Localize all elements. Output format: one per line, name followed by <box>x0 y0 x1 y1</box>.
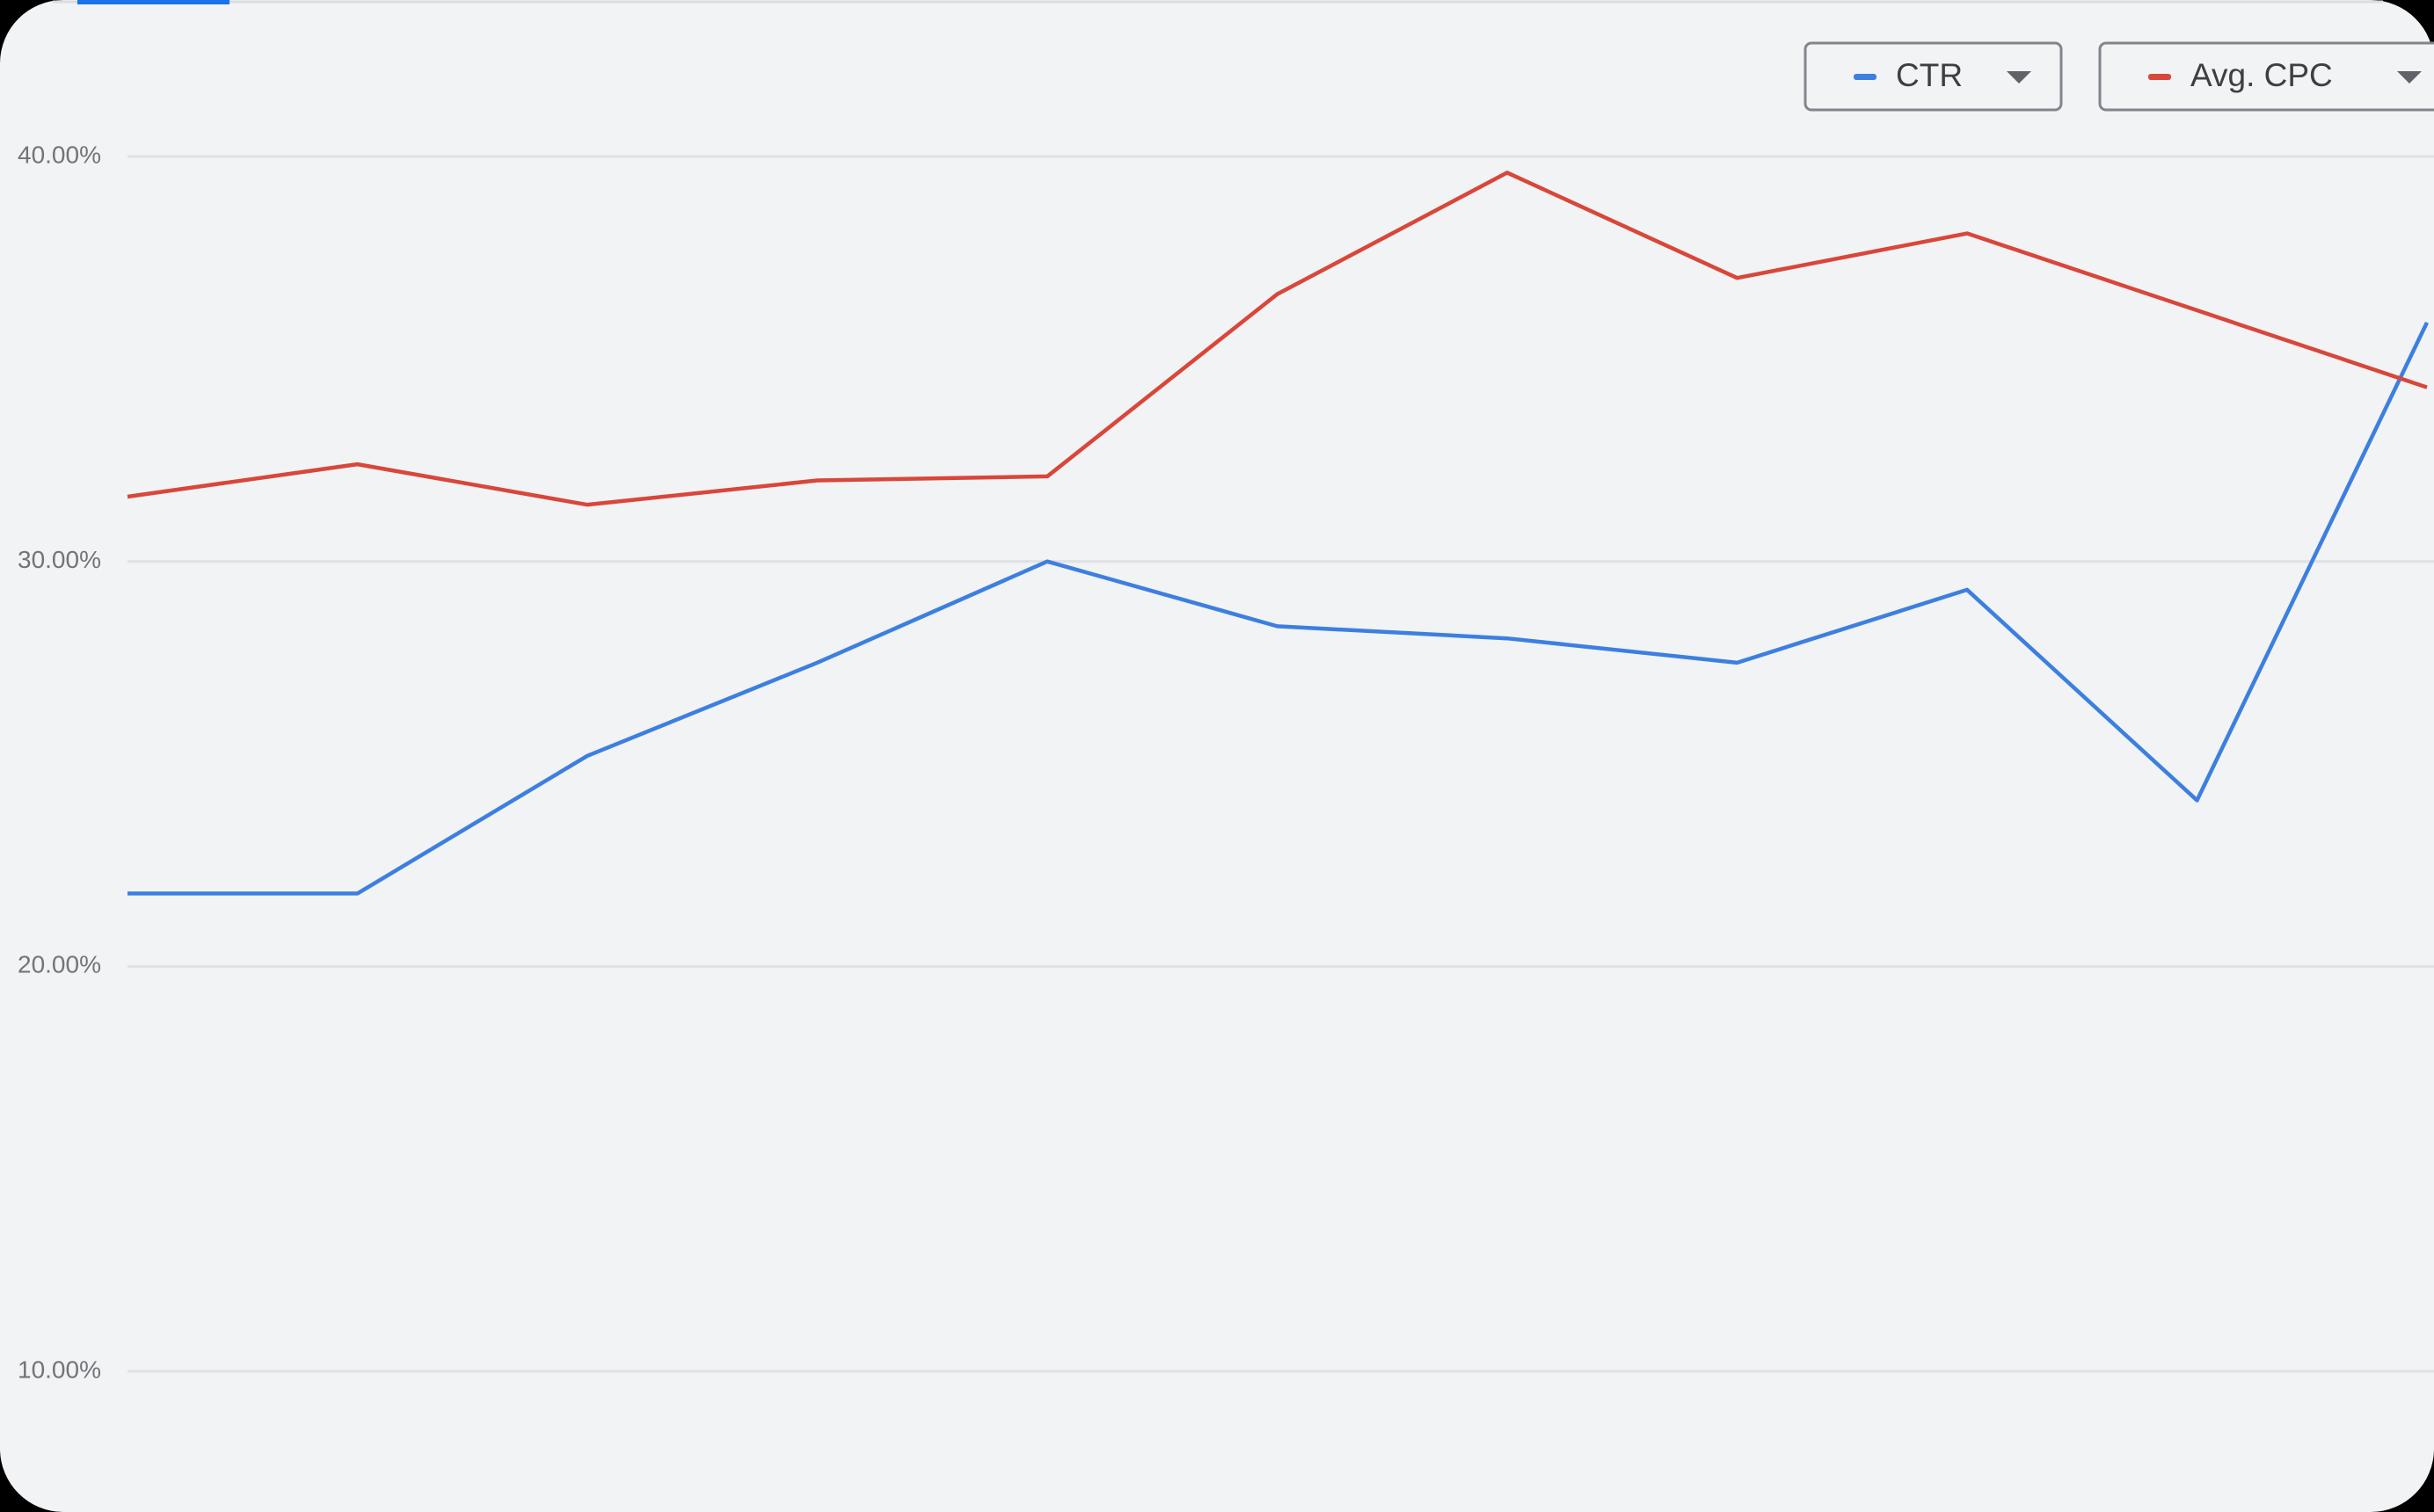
legend-box[interactable] <box>2098 41 2434 112</box>
lines <box>127 171 2430 896</box>
legend: CTR Avg. CPC <box>1804 41 2434 112</box>
legend-button[interactable]: Avg. CPC <box>2098 41 2434 112</box>
tab-indicator <box>77 0 230 4</box>
legend-button[interactable]: CTR <box>1804 41 2063 112</box>
legend-label: Avg. CPC <box>2190 57 2333 93</box>
y-tick-label: 30.00% <box>18 546 101 573</box>
legend-label: CTR <box>1896 57 1963 93</box>
series-line <box>127 171 2428 507</box>
y-tick-label: 10.00% <box>18 1356 101 1383</box>
legend-swatch <box>1854 74 1877 80</box>
series-line <box>128 321 2430 896</box>
dropdown-arrow <box>2397 71 2422 84</box>
grid: 10.00% 20.00% 30.00% 40.00% <box>18 141 2434 1383</box>
dropdown-arrow <box>2007 71 2031 84</box>
y-tick-label: 20.00% <box>18 951 101 978</box>
y-tick-label: 40.00% <box>18 141 101 168</box>
legend-swatch <box>2148 74 2171 80</box>
legend-box[interactable] <box>1804 41 2063 112</box>
